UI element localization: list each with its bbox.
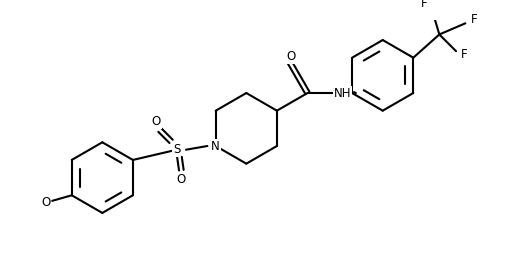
Text: F: F xyxy=(471,13,477,26)
Text: F: F xyxy=(421,0,428,10)
Text: S: S xyxy=(173,143,180,156)
Text: N: N xyxy=(211,140,220,153)
Text: O: O xyxy=(41,196,50,209)
Text: O: O xyxy=(286,50,295,63)
Text: O: O xyxy=(152,115,161,128)
Text: F: F xyxy=(461,48,468,61)
Text: NH: NH xyxy=(334,86,351,100)
Text: N: N xyxy=(211,140,220,153)
Text: O: O xyxy=(176,173,186,186)
